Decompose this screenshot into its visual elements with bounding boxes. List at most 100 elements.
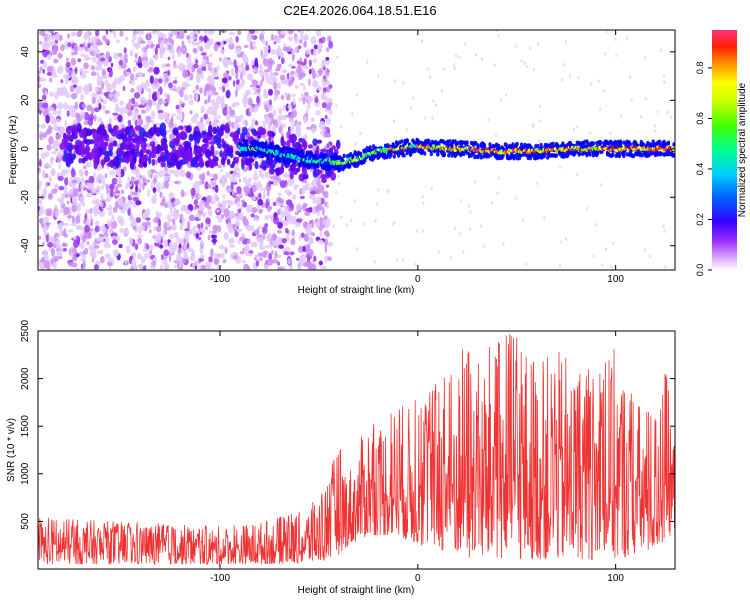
heatmap-cell [38, 123, 41, 129]
heatmap-cell [161, 256, 168, 260]
heatmap-cell [183, 250, 188, 258]
heatmap-cell [58, 163, 62, 169]
heatmap-cell [324, 256, 328, 264]
heatmap-cell [412, 96, 415, 100]
heatmap-cell [208, 53, 213, 58]
heatmap-cell [153, 66, 160, 75]
heatmap-cell [258, 208, 263, 214]
heatmap-cell [277, 229, 282, 234]
heatmap-cell [183, 238, 187, 245]
heatmap-cell [261, 54, 265, 60]
heatmap-cell [142, 181, 145, 191]
heatmap-cell [108, 210, 113, 216]
heatmap-cell [150, 43, 155, 48]
heatmap-cell [279, 180, 287, 189]
heatmap-cell [193, 144, 198, 151]
heatmap-cell [207, 135, 212, 141]
heatmap-cell [312, 127, 316, 134]
heatmap-cell [87, 42, 91, 48]
heatmap-cell [303, 43, 306, 47]
heatmap-cell [160, 137, 168, 145]
heatmap-cell [195, 84, 200, 91]
heatmap-cell [96, 99, 100, 107]
heatmap-cell [177, 50, 181, 58]
heatmap-cell [197, 45, 200, 50]
heatmap-cell [67, 33, 71, 39]
heatmap-cell [247, 266, 251, 270]
heatmap-cell [200, 116, 204, 124]
heatmap-cell [74, 42, 78, 52]
heatmap-cell [272, 179, 279, 187]
heatmap-cell [256, 183, 260, 191]
heatmap-cell [406, 148, 410, 153]
heatmap-cell [80, 93, 85, 101]
heatmap-cell [187, 38, 192, 44]
heatmap-cell [94, 115, 97, 122]
heatmap-cell [124, 126, 129, 136]
heatmap-cell [196, 68, 202, 75]
heatmap-cell [458, 231, 461, 236]
heatmap-cell [267, 113, 272, 117]
heatmap-cell [247, 73, 251, 78]
heatmap-cell [615, 53, 618, 58]
heatmap-cell [149, 141, 156, 147]
heatmap-cell [197, 223, 201, 229]
heatmap-cell [222, 39, 225, 47]
heatmap-cell [298, 245, 304, 254]
heatmap-cell [52, 50, 58, 55]
heatmap-cell [125, 36, 129, 41]
heatmap-cell [300, 93, 304, 99]
heatmap-cell [39, 259, 45, 263]
heatmap-cell [39, 77, 47, 82]
heatmap-cell [314, 154, 318, 159]
heatmap-cell [288, 30, 294, 35]
heatmap-cell [313, 255, 317, 262]
heatmap-cell [143, 145, 147, 154]
heatmap-cell [206, 37, 209, 42]
heatmap-cell [308, 59, 312, 67]
heatmap-cell [223, 232, 229, 240]
heatmap-cell [266, 183, 269, 187]
heatmap-cell [173, 211, 179, 220]
heatmap-cell [228, 75, 232, 81]
heatmap-cell [217, 164, 222, 169]
heatmap-cell [514, 196, 517, 201]
heatmap-cell [294, 36, 299, 44]
heatmap-cell [317, 85, 322, 92]
snr-y-tick-label: 500 [20, 513, 31, 530]
heatmap-cell [275, 67, 281, 72]
heatmap-cell [203, 35, 208, 43]
heatmap-cell [258, 70, 263, 74]
heatmap-cell [199, 254, 205, 260]
heatmap-cell [200, 264, 206, 270]
heatmap-cell [277, 209, 281, 216]
heatmap-cell [598, 107, 602, 111]
heatmap-cell [420, 39, 424, 44]
snr-y-tick-label: 1500 [20, 415, 31, 438]
heatmap-cell [250, 128, 257, 134]
heatmap-cell [114, 114, 118, 122]
heatmap-cell [229, 163, 235, 169]
heatmap-cell [453, 66, 456, 71]
snr-frame [37, 330, 676, 570]
heatmap-cell [251, 60, 255, 66]
heatmap-cell [191, 262, 196, 268]
heatmap-cell [139, 40, 146, 44]
heatmap-cell [514, 44, 517, 49]
heatmap-cell [195, 233, 199, 239]
heatmap-cell [92, 129, 98, 140]
heatmap-cell [300, 232, 305, 238]
heatmap-cell [48, 136, 54, 145]
heatmap-cell [325, 184, 330, 188]
heatmap-cell [523, 61, 526, 65]
heatmap-cell [259, 244, 262, 249]
heatmap-cell [43, 260, 50, 269]
heatmap-cell [564, 40, 568, 44]
heatmap-cell [129, 255, 134, 260]
heatmap-cell [38, 193, 41, 197]
heatmap-cell [180, 119, 184, 123]
colorbar-tick-label: 0.4 [695, 163, 705, 176]
heatmap-cell [289, 171, 294, 180]
heatmap-cell [325, 86, 331, 93]
